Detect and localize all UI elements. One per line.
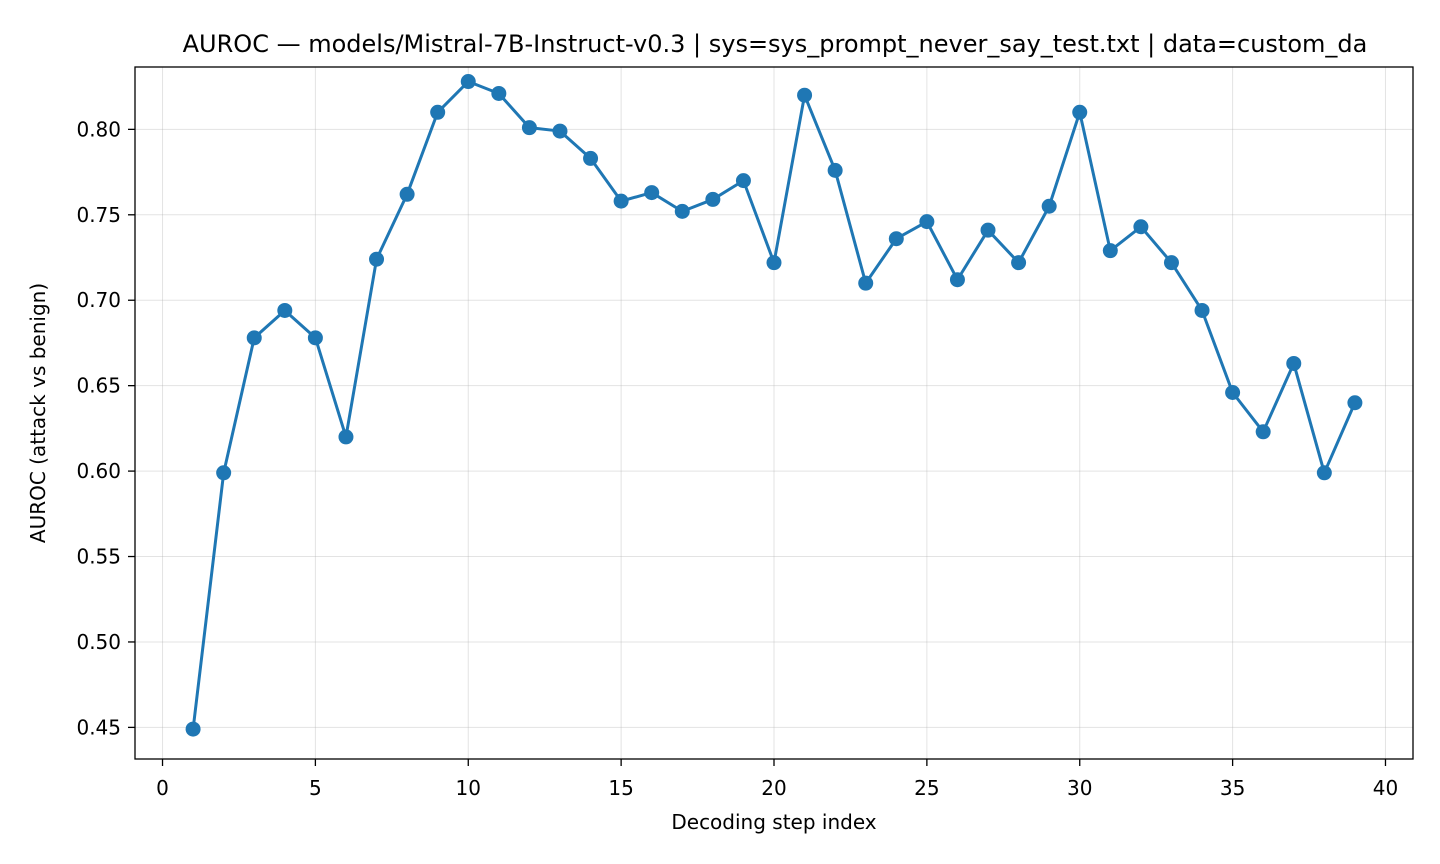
data-point (980, 222, 996, 238)
data-point (1072, 104, 1088, 120)
data-point (521, 120, 537, 136)
y-tick-label: 0.65 (76, 374, 121, 398)
data-point (674, 203, 690, 219)
data-point (1133, 219, 1149, 235)
y-tick-label: 0.75 (76, 203, 121, 227)
data-point (1102, 243, 1118, 259)
data-point (888, 231, 904, 247)
data-point (277, 302, 293, 318)
data-point (1316, 465, 1332, 481)
data-point (246, 330, 262, 346)
x-tick-label: 0 (156, 776, 169, 800)
data-point (766, 255, 782, 271)
data-point (827, 162, 843, 178)
y-axis-label: AUROC (attack vs benign) (26, 283, 50, 543)
data-point (858, 275, 874, 291)
y-tick-label: 0.70 (76, 288, 121, 312)
y-tick-label: 0.50 (76, 630, 121, 654)
data-point (1194, 302, 1210, 318)
data-point (1163, 255, 1179, 271)
data-point (216, 465, 232, 481)
data-point (1041, 198, 1057, 214)
data-point (552, 123, 568, 139)
data-point (399, 186, 415, 202)
x-tick-label: 20 (761, 776, 786, 800)
data-point (1255, 424, 1271, 440)
data-point (1286, 355, 1302, 371)
x-tick-label: 30 (1067, 776, 1092, 800)
y-tick-label: 0.60 (76, 459, 121, 483)
grid (135, 67, 1413, 759)
x-tick-label: 5 (309, 776, 322, 800)
data-point (797, 87, 813, 103)
data-point (460, 74, 476, 90)
y-tick-label: 0.45 (76, 715, 121, 739)
y-tick-label: 0.80 (76, 117, 121, 141)
x-tick-label: 40 (1373, 776, 1398, 800)
data-point (369, 251, 385, 267)
data-point (735, 173, 751, 189)
data-point (583, 150, 599, 166)
y-axis: 0.45 0.50 0.55 0.60 0.65 0.70 0.75 0.80 (76, 117, 135, 739)
x-tick-label: 35 (1220, 776, 1245, 800)
data-point (1225, 384, 1241, 400)
data-point (949, 272, 965, 288)
x-tick-label: 10 (456, 776, 481, 800)
data-point (491, 85, 507, 101)
x-axis: 0 5 10 15 20 25 30 35 40 (156, 759, 1398, 800)
data-point (644, 185, 660, 201)
x-axis-label: Decoding step index (671, 810, 876, 834)
y-tick-label: 0.55 (76, 545, 121, 569)
series-0 (185, 74, 1363, 737)
data-point (919, 214, 935, 230)
data-point (338, 429, 354, 445)
data-point (1011, 255, 1027, 271)
series-layer (185, 74, 1363, 737)
x-tick-label: 15 (608, 776, 633, 800)
data-point (430, 104, 446, 120)
x-tick-label: 25 (914, 776, 939, 800)
data-point (705, 191, 721, 207)
data-point (1347, 395, 1363, 411)
data-point (307, 330, 323, 346)
chart-title: AUROC — models/Mistral-7B-Instruct-v0.3 … (183, 30, 1368, 58)
data-point (185, 721, 201, 737)
data-point (613, 193, 629, 209)
